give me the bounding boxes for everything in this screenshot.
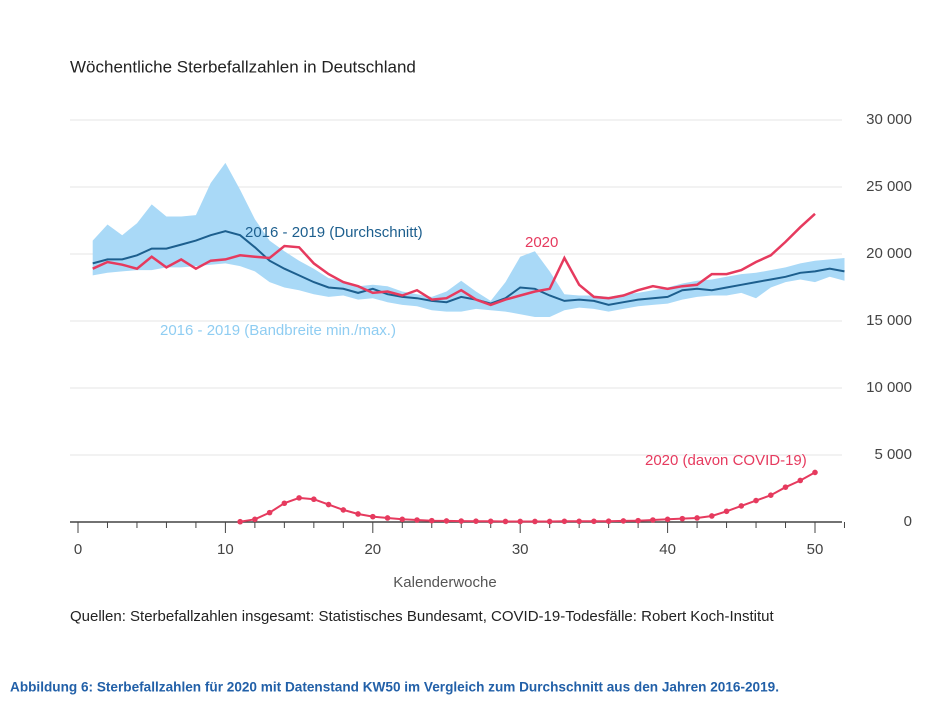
x-tick-label: 0 [74, 541, 82, 558]
line [239, 471, 816, 523]
point [266, 509, 273, 516]
point [767, 492, 774, 499]
point [340, 507, 347, 513]
source: Quellen: Sterbefallzahlen insgesamt: Sta… [70, 608, 775, 625]
point [370, 513, 376, 520]
point [635, 517, 641, 524]
point [679, 515, 686, 522]
point [502, 518, 509, 525]
point [753, 497, 759, 504]
point [694, 515, 700, 521]
chart-title: Wöchentliche Sterbefallzahlen in Deutsch… [70, 57, 416, 76]
point [561, 518, 568, 525]
y-tick-label: 0 [904, 513, 912, 530]
y-tick-label: 30 000 [866, 111, 912, 128]
x-tick-label: 10 [217, 541, 234, 558]
point [812, 469, 818, 476]
point [443, 518, 450, 524]
caption: Abbildung 6: Sterbefallzahlen für 2020 m… [10, 680, 779, 695]
point [487, 518, 494, 525]
line [92, 230, 845, 306]
point [473, 518, 479, 524]
point [458, 518, 465, 524]
y-tick-label: 20 000 [866, 245, 912, 262]
point [605, 518, 612, 524]
point [620, 518, 627, 524]
x-axis-label: Kalenderwoche [393, 574, 496, 591]
point [576, 518, 582, 525]
line [92, 212, 816, 307]
point [738, 503, 745, 509]
point [325, 501, 332, 508]
point [237, 518, 243, 525]
point [252, 516, 258, 523]
y-tick-label: 10 000 [866, 379, 912, 396]
point [281, 500, 288, 507]
point [664, 516, 671, 523]
series-label: 2016 - 2019 (Bandbreite min./max.) [160, 322, 396, 339]
series-label: 2016 - 2019 (Durchschnitt) [245, 224, 423, 241]
x-tick-label: 40 [659, 541, 676, 558]
point [414, 517, 420, 523]
series-label: 2020 [525, 234, 558, 251]
series-label: 2020 (davon COVID-19) [645, 452, 807, 469]
x-tick-label: 20 [364, 541, 381, 558]
point [311, 496, 317, 503]
y-tick-label: 5 000 [874, 446, 912, 463]
point [384, 515, 391, 521]
y-tick-label: 15 000 [866, 312, 912, 329]
band-area [92, 162, 845, 317]
point [296, 495, 302, 501]
point [428, 517, 435, 524]
y-tick-label: 25 000 [866, 178, 912, 195]
x-tick-label: 30 [512, 541, 529, 558]
point [546, 518, 553, 525]
point [591, 518, 597, 525]
x-tick-label: 50 [807, 541, 824, 558]
point [399, 516, 406, 523]
point [517, 518, 523, 525]
point [782, 484, 789, 490]
point [532, 518, 538, 525]
point [355, 511, 361, 517]
point [650, 517, 656, 523]
point [709, 513, 715, 519]
point [797, 477, 804, 484]
point [723, 508, 730, 515]
